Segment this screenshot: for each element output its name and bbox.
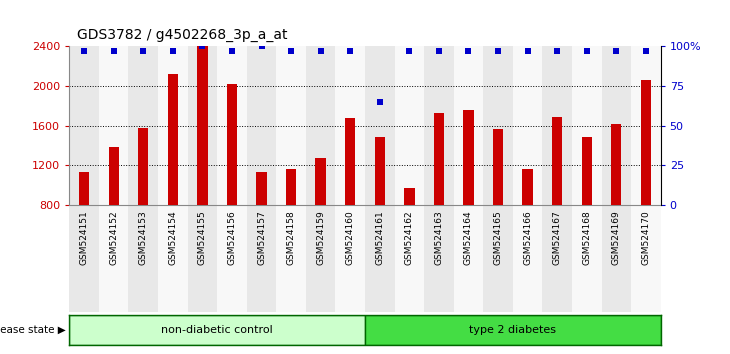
Bar	[306, 46, 336, 205]
Bar	[365, 315, 661, 345]
Bar	[394, 46, 424, 205]
Bar	[79, 172, 89, 205]
Bar	[483, 205, 512, 312]
Bar	[69, 46, 99, 205]
Bar	[542, 205, 572, 312]
Bar	[374, 137, 385, 205]
Bar	[276, 46, 306, 205]
Text: GSM524159: GSM524159	[316, 211, 325, 266]
Bar	[158, 205, 188, 312]
Bar	[128, 46, 158, 205]
Bar	[227, 84, 237, 205]
Text: GSM524169: GSM524169	[612, 211, 620, 266]
Bar	[69, 205, 99, 312]
Bar	[188, 205, 218, 312]
Bar	[99, 205, 128, 312]
Text: GSM524151: GSM524151	[80, 211, 88, 266]
Text: type 2 diabetes: type 2 diabetes	[469, 325, 556, 335]
Bar	[158, 46, 188, 205]
Bar	[552, 117, 562, 205]
Bar	[493, 129, 503, 205]
Text: GSM524168: GSM524168	[583, 211, 591, 266]
Text: GSM524167: GSM524167	[553, 211, 561, 266]
Text: GSM524161: GSM524161	[375, 211, 384, 266]
Bar	[611, 124, 621, 205]
Bar	[109, 147, 119, 205]
Bar	[138, 128, 148, 205]
Bar	[464, 110, 474, 205]
Bar	[345, 118, 356, 205]
Bar	[247, 205, 276, 312]
Bar	[602, 46, 631, 205]
Text: GSM524152: GSM524152	[110, 211, 118, 265]
Bar	[572, 46, 602, 205]
Bar	[512, 205, 542, 312]
Bar	[276, 205, 306, 312]
Text: GSM524154: GSM524154	[169, 211, 177, 265]
Text: GSM524160: GSM524160	[346, 211, 355, 266]
Bar	[335, 46, 365, 205]
Bar	[168, 74, 178, 205]
Text: GSM524162: GSM524162	[405, 211, 414, 265]
Bar	[256, 172, 266, 205]
Bar	[512, 46, 542, 205]
Bar	[631, 205, 661, 312]
Bar	[306, 205, 336, 312]
Bar	[394, 205, 424, 312]
Bar	[424, 205, 453, 312]
Bar	[542, 46, 572, 205]
Bar	[404, 188, 415, 205]
Bar	[641, 80, 651, 205]
Text: GSM524170: GSM524170	[642, 211, 650, 266]
Bar	[434, 113, 444, 205]
Bar	[218, 205, 247, 312]
Bar	[483, 46, 512, 205]
Bar	[365, 205, 394, 312]
Text: GDS3782 / g4502268_3p_a_at: GDS3782 / g4502268_3p_a_at	[77, 28, 287, 42]
Bar	[631, 46, 661, 205]
Text: GSM524165: GSM524165	[493, 211, 502, 266]
Text: non-diabetic control: non-diabetic control	[161, 325, 273, 335]
Bar	[218, 46, 247, 205]
Text: GSM524158: GSM524158	[287, 211, 296, 266]
Bar	[335, 205, 365, 312]
Bar	[602, 205, 631, 312]
Bar	[188, 46, 218, 205]
Bar	[197, 46, 207, 205]
Bar	[365, 46, 394, 205]
Bar	[453, 205, 483, 312]
Text: GSM524155: GSM524155	[198, 211, 207, 266]
Bar	[424, 46, 453, 205]
Bar	[286, 170, 296, 205]
Text: GSM524163: GSM524163	[434, 211, 443, 266]
Bar	[572, 205, 602, 312]
Bar	[582, 137, 592, 205]
Bar	[523, 170, 533, 205]
Text: GSM524153: GSM524153	[139, 211, 147, 266]
Text: GSM524164: GSM524164	[464, 211, 473, 265]
Bar	[69, 315, 365, 345]
Text: disease state ▶: disease state ▶	[0, 325, 66, 335]
Text: GSM524157: GSM524157	[257, 211, 266, 266]
Bar	[99, 46, 128, 205]
Text: GSM524156: GSM524156	[228, 211, 237, 266]
Bar	[315, 158, 326, 205]
Text: GSM524166: GSM524166	[523, 211, 532, 266]
Bar	[247, 46, 276, 205]
Bar	[128, 205, 158, 312]
Bar	[453, 46, 483, 205]
